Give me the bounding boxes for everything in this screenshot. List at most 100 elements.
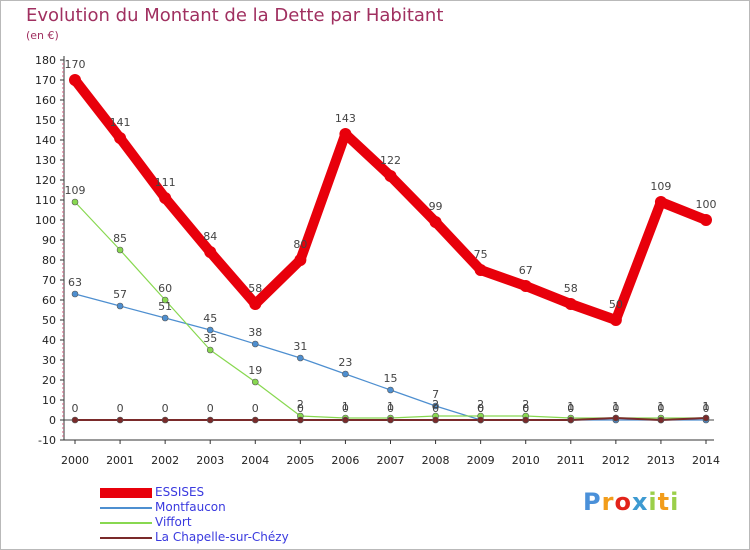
data-label: 0: [477, 402, 484, 415]
y-tick-label: 170: [35, 74, 56, 87]
data-point: [206, 416, 214, 424]
chart-title: Evolution du Montant de la Dette par Hab…: [26, 5, 444, 26]
y-tick-label: 120: [35, 174, 56, 187]
data-label: 51: [158, 300, 172, 313]
data-label: 1: [387, 400, 394, 413]
data-point: [249, 298, 262, 310]
data-label: 100: [696, 198, 717, 211]
data-label: 0: [657, 402, 664, 415]
data-label: 31: [293, 340, 307, 353]
data-point: [297, 354, 304, 362]
y-tick-label: 90: [42, 234, 56, 247]
data-point: [116, 302, 124, 310]
data-label: 85: [113, 232, 127, 245]
data-label: 0: [612, 402, 619, 415]
data-point: [429, 216, 442, 228]
legend-label: ESSISES: [155, 485, 205, 499]
y-tick-label: 40: [42, 334, 56, 347]
legend-label: Viffort: [155, 515, 192, 529]
data-point: [116, 246, 124, 254]
data-label: 80: [293, 238, 307, 251]
data-label: 0: [567, 402, 574, 415]
y-tick-label: 30: [42, 354, 56, 367]
x-tick-label: 2013: [647, 454, 675, 467]
data-label: 0: [72, 402, 79, 415]
x-tick-label: 2004: [241, 454, 269, 467]
data-label: 0: [297, 402, 304, 415]
data-label: 109: [650, 180, 671, 193]
data-label: 141: [110, 116, 131, 129]
data-label: 1: [342, 400, 349, 413]
logo-letter: x: [631, 488, 649, 516]
data-label: 58: [564, 282, 578, 295]
data-point: [116, 416, 124, 424]
y-tick-label: 110: [35, 194, 56, 207]
legend-swatch: [100, 522, 152, 524]
proxiti-logo: Proxiti: [583, 488, 679, 516]
x-tick-label: 2011: [557, 454, 585, 467]
data-label: 170: [65, 58, 86, 71]
y-tick-label: 140: [35, 134, 56, 147]
y-tick-label: -10: [38, 434, 56, 447]
data-point: [161, 314, 169, 322]
data-label: 58: [248, 282, 262, 295]
y-tick-label: 180: [35, 54, 56, 67]
data-point: [387, 386, 394, 394]
data-label: 15: [384, 372, 398, 385]
data-point: [432, 402, 439, 410]
legend-swatch: [100, 507, 152, 509]
data-point: [477, 416, 484, 424]
data-point: [654, 196, 667, 208]
data-label: 45: [203, 312, 217, 325]
data-label: 1: [567, 400, 574, 413]
y-tick-label: 20: [42, 374, 56, 387]
y-tick-label: 130: [35, 154, 56, 167]
y-tick-label: 80: [42, 254, 56, 267]
data-point: [71, 198, 79, 206]
data-label: 2: [297, 398, 304, 411]
data-point: [342, 370, 349, 378]
data-point: [339, 128, 352, 140]
data-label: 122: [380, 154, 401, 167]
logo-letter: r: [601, 488, 615, 516]
data-point: [612, 414, 620, 422]
y-tick-label: 150: [35, 114, 56, 127]
data-point: [432, 416, 439, 424]
data-label: 0: [117, 402, 124, 415]
data-label: 7: [432, 388, 439, 401]
data-label: 63: [68, 276, 82, 289]
data-point: [342, 416, 349, 424]
x-tick-label: 2014: [692, 454, 720, 467]
data-point: [700, 214, 712, 226]
x-tick-label: 2001: [106, 454, 134, 467]
y-tick-label: 160: [35, 94, 56, 107]
data-label: 111: [155, 176, 176, 189]
data-point: [387, 416, 394, 424]
y-tick-label: 0: [49, 414, 56, 427]
data-point: [474, 264, 487, 276]
y-tick-label: 10: [42, 394, 56, 407]
data-point: [294, 254, 307, 266]
data-label: 2: [432, 398, 439, 411]
data-label: 0: [252, 402, 259, 415]
data-label: 109: [65, 184, 86, 197]
y-tick-label: 100: [35, 214, 56, 227]
x-tick-label: 2006: [331, 454, 359, 467]
data-point: [251, 416, 259, 424]
x-tick-label: 2012: [602, 454, 630, 467]
data-label: 84: [203, 230, 217, 243]
x-tick-label: 2002: [151, 454, 179, 467]
x-tick-label: 2000: [61, 454, 89, 467]
x-tick-label: 2005: [286, 454, 314, 467]
data-point: [159, 192, 172, 204]
data-label: 0: [522, 402, 529, 415]
chart-subtitle: (en €): [26, 29, 59, 42]
logo-letter: i: [670, 488, 680, 516]
data-label: 0: [162, 402, 169, 415]
data-label: 1: [612, 400, 619, 413]
data-label: 50: [609, 298, 623, 311]
data-label: 2: [522, 398, 529, 411]
data-point: [609, 314, 622, 326]
